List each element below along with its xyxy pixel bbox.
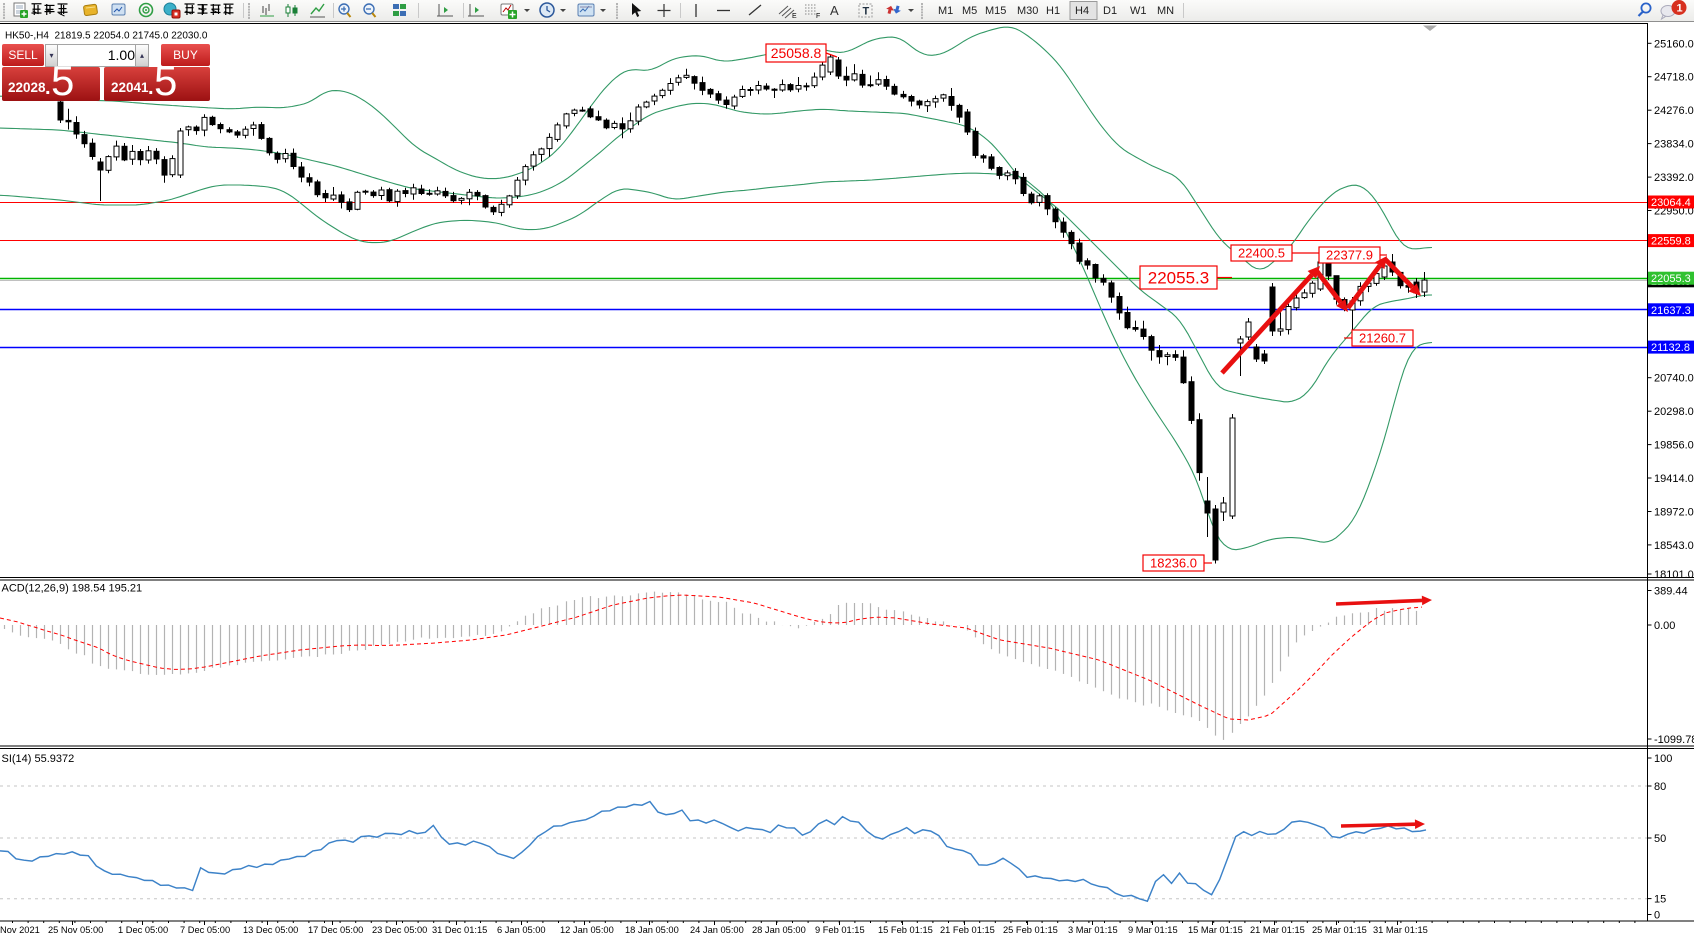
svg-text:24276.0: 24276.0 <box>1654 105 1694 117</box>
svg-text:31 Mar 01:15: 31 Mar 01:15 <box>1373 925 1428 935</box>
svg-text:W1: W1 <box>1130 5 1147 17</box>
svg-text:20740.0: 20740.0 <box>1654 373 1694 385</box>
svg-text:MN: MN <box>1157 5 1174 17</box>
svg-text:18101.0: 18101.0 <box>1654 569 1694 581</box>
svg-text:3 Mar 01:15: 3 Mar 01:15 <box>1068 925 1118 935</box>
svg-text:ACD(12,26,9) 198.54 195.21: ACD(12,26,9) 198.54 195.21 <box>2 583 143 595</box>
svg-text:100: 100 <box>1654 753 1672 765</box>
svg-text:15 Feb 01:15: 15 Feb 01:15 <box>878 925 933 935</box>
svg-text:HK50-,H4 21819.5 22054.0 2174: HK50-,H4 21819.5 22054.0 21745.0 22030.0 <box>5 31 208 42</box>
svg-text:18 Jan 05:00: 18 Jan 05:00 <box>625 925 679 935</box>
svg-text:25 Feb 01:15: 25 Feb 01:15 <box>1003 925 1058 935</box>
svg-text:28 Jan 05:00: 28 Jan 05:00 <box>752 925 806 935</box>
svg-text:21 Mar 01:15: 21 Mar 01:15 <box>1250 925 1305 935</box>
svg-text:50: 50 <box>1654 833 1666 845</box>
svg-text:18543.0: 18543.0 <box>1654 540 1694 552</box>
svg-text:H1: H1 <box>1046 5 1060 17</box>
svg-text:21132.8: 21132.8 <box>1651 342 1690 354</box>
svg-text:M30: M30 <box>1017 5 1038 17</box>
svg-text:F: F <box>816 13 820 20</box>
svg-text:T: T <box>863 6 870 18</box>
svg-text:25 Nov 05:00: 25 Nov 05:00 <box>48 925 103 935</box>
svg-text:-1099.78: -1099.78 <box>1654 734 1694 746</box>
svg-text:M1: M1 <box>938 5 953 17</box>
svg-text:21 Feb 01:15: 21 Feb 01:15 <box>940 925 995 935</box>
svg-text:20298.0: 20298.0 <box>1654 406 1694 418</box>
svg-text:18236.0: 18236.0 <box>1150 556 1197 571</box>
svg-text:13 Dec 05:00: 13 Dec 05:00 <box>243 925 298 935</box>
svg-text:12 Jan 05:00: 12 Jan 05:00 <box>560 925 614 935</box>
svg-text:17 Dec 05:00: 17 Dec 05:00 <box>308 925 363 935</box>
svg-text:9 Feb 01:15: 9 Feb 01:15 <box>815 925 865 935</box>
svg-text:0.00: 0.00 <box>1654 620 1675 632</box>
svg-text:1 Dec 05:00: 1 Dec 05:00 <box>118 925 168 935</box>
svg-text:Nov 2021: Nov 2021 <box>0 925 40 935</box>
svg-text:23392.0: 23392.0 <box>1654 172 1694 184</box>
svg-text:23834.0: 23834.0 <box>1654 139 1694 151</box>
svg-text:22055.3: 22055.3 <box>1148 269 1209 288</box>
svg-text:389.44: 389.44 <box>1654 586 1688 598</box>
svg-text:18972.0: 18972.0 <box>1654 507 1694 519</box>
svg-text:A: A <box>830 3 839 18</box>
svg-text:25 Mar 01:15: 25 Mar 01:15 <box>1312 925 1367 935</box>
svg-text:22377.9: 22377.9 <box>1326 248 1373 263</box>
svg-text:22400.5: 22400.5 <box>1238 246 1285 261</box>
svg-text:23 Dec 05:00: 23 Dec 05:00 <box>372 925 427 935</box>
svg-text:H4: H4 <box>1075 5 1089 17</box>
svg-text:80: 80 <box>1654 781 1666 793</box>
svg-text:E: E <box>792 13 797 20</box>
svg-text:0: 0 <box>1654 910 1660 922</box>
svg-text:21637.3: 21637.3 <box>1651 305 1691 317</box>
svg-text:23064.4: 23064.4 <box>1651 197 1691 209</box>
svg-text:22055.3: 22055.3 <box>1651 273 1691 285</box>
svg-text:D1: D1 <box>1103 5 1117 17</box>
svg-text:9 Mar 01:15: 9 Mar 01:15 <box>1128 925 1178 935</box>
svg-text:24 Jan 05:00: 24 Jan 05:00 <box>690 925 744 935</box>
svg-text:6 Jan 05:00: 6 Jan 05:00 <box>497 925 546 935</box>
svg-text:31 Dec 01:15: 31 Dec 01:15 <box>432 925 487 935</box>
svg-text:22559.8: 22559.8 <box>1651 236 1691 248</box>
svg-text:15 Mar 01:15: 15 Mar 01:15 <box>1188 925 1243 935</box>
svg-text:19414.0: 19414.0 <box>1654 473 1694 485</box>
svg-text:19856.0: 19856.0 <box>1654 440 1694 452</box>
svg-text:24718.0: 24718.0 <box>1654 72 1694 84</box>
svg-text:25058.8: 25058.8 <box>771 45 822 61</box>
svg-text:25160.0: 25160.0 <box>1654 38 1694 50</box>
svg-text:M15: M15 <box>985 5 1006 17</box>
svg-text:SI(14) 55.9372: SI(14) 55.9372 <box>2 753 75 765</box>
svg-text:15: 15 <box>1654 894 1666 906</box>
svg-text:7 Dec 05:00: 7 Dec 05:00 <box>180 925 230 935</box>
svg-text:M5: M5 <box>962 5 977 17</box>
svg-text:1: 1 <box>1677 3 1683 15</box>
svg-text:21260.7: 21260.7 <box>1359 331 1406 346</box>
